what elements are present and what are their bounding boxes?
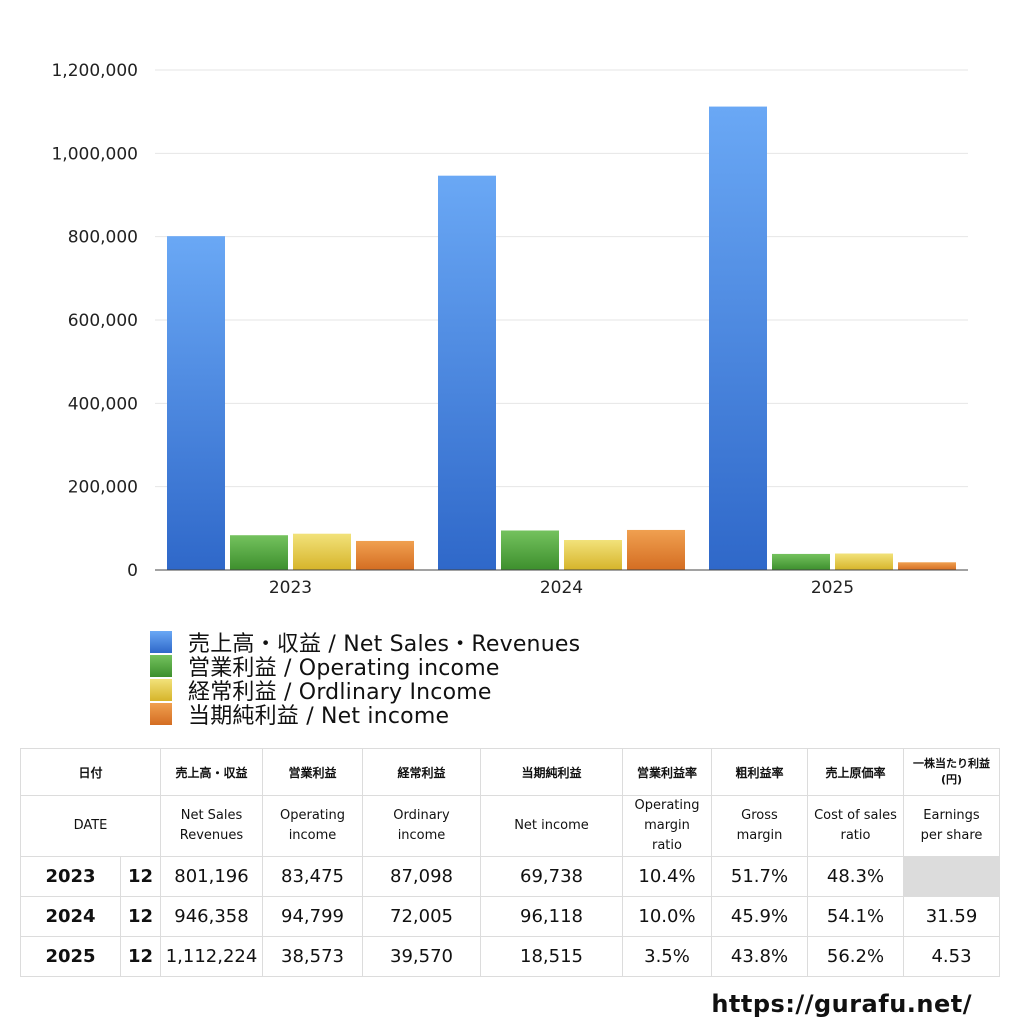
header-op-margin-en-text: Operating margin ratio — [634, 798, 700, 853]
cell-ordinary: 39,570 — [362, 936, 481, 977]
header-date-jp: 日付 — [20, 748, 161, 796]
cell-sales: 946,358 — [160, 896, 263, 937]
y-tick-label: 1,000,000 — [51, 144, 138, 164]
header-row-jp: 日付 売上高・収益 営業利益 経常利益 当期純利益 営業利益率 粗利益率 売上原… — [20, 748, 1000, 796]
cell-cost-ratio: 48.3% — [807, 856, 904, 897]
bar-ordinary-income — [564, 539, 622, 570]
cell-net: 96,118 — [480, 896, 623, 937]
header-sales-en-text: Net Sales Revenues — [179, 808, 244, 843]
table-row: 2024 12 946,358 94,799 72,005 96,118 10.… — [20, 896, 1000, 937]
bar-operating-income — [772, 553, 830, 570]
bar-net-income — [627, 529, 685, 570]
header-ordinary-en: Ordinary income — [362, 795, 481, 857]
cell-operating: 83,475 — [262, 856, 363, 897]
cell-gross-margin: 43.8% — [711, 936, 808, 977]
header-gross-margin-en: Gross margin — [711, 795, 808, 857]
legend-label-net: 当期純利益 / Net income — [188, 704, 450, 729]
cell-eps: 31.59 — [903, 896, 1000, 937]
x-tick-label: 2025 — [811, 578, 854, 598]
chart-legend: 売上高・収益 / Net Sales・Revenues 営業利益 / Opera… — [150, 630, 580, 729]
legend-swatch-operating — [150, 655, 172, 677]
y-tick-label: 800,000 — [68, 228, 138, 248]
row-year: 2023 — [20, 856, 121, 897]
bar-sales — [438, 175, 496, 570]
header-sales-en: Net Sales Revenues — [160, 795, 263, 857]
header-ordinary-en-text: Ordinary income — [393, 808, 450, 843]
y-tick-label: 400,000 — [68, 394, 138, 414]
row-month: 12 — [120, 936, 161, 977]
cell-op-margin: 10.0% — [622, 896, 712, 937]
bar-net-income — [898, 562, 956, 570]
legend-swatch-net — [150, 703, 172, 725]
cell-eps — [903, 856, 1000, 897]
bar-ordinary-income — [293, 533, 351, 570]
table-row: 2023 12 801,196 83,475 87,098 69,738 10.… — [20, 856, 1000, 897]
header-net-jp: 当期純利益 — [480, 748, 623, 796]
header-operating-jp: 営業利益 — [262, 748, 363, 796]
legend-label-operating: 営業利益 / Operating income — [188, 656, 500, 681]
legend-label-sales: 売上高・収益 / Net Sales・Revenues — [188, 632, 581, 657]
header-date-en: DATE — [20, 795, 161, 857]
bar-ordinary-income — [835, 553, 893, 570]
cell-cost-ratio: 54.1% — [807, 896, 904, 937]
y-tick-label: 200,000 — [68, 478, 138, 498]
cell-op-margin: 10.4% — [622, 856, 712, 897]
header-cost-ratio-jp: 売上原価率 — [807, 748, 904, 796]
cell-op-margin: 3.5% — [622, 936, 712, 977]
legend-label-ordinary: 経常利益 / Ordlinary Income — [188, 680, 492, 705]
y-tick-label: 0 — [127, 561, 138, 581]
header-cost-ratio-en-text: Cost of sales ratio — [814, 808, 897, 843]
header-sales-jp: 売上高・収益 — [160, 748, 263, 796]
header-op-margin-jp: 営業利益率 — [622, 748, 712, 796]
cell-net: 18,515 — [480, 936, 623, 977]
cell-sales: 1,112,224 — [160, 936, 263, 977]
legend-item-operating: 営業利益 / Operating income — [150, 654, 580, 681]
bar-operating-income — [230, 535, 288, 570]
header-eps-jp: 一株当たり利益 (円) — [903, 748, 1000, 796]
row-year: 2024 — [20, 896, 121, 937]
legend-swatch-ordinary — [150, 679, 172, 701]
cell-operating: 94,799 — [262, 896, 363, 937]
cell-gross-margin: 51.7% — [711, 856, 808, 897]
bar-sales — [167, 236, 225, 570]
legend-item-net: 当期純利益 / Net income — [150, 702, 580, 729]
header-ordinary-jp: 経常利益 — [362, 748, 481, 796]
bar-net-income — [356, 540, 414, 570]
bar-sales — [709, 106, 767, 570]
x-tick-label: 2024 — [540, 578, 583, 598]
cell-sales: 801,196 — [160, 856, 263, 897]
y-tick-label: 600,000 — [68, 311, 138, 331]
header-operating-en-text: Operating income — [280, 808, 345, 843]
cell-ordinary: 72,005 — [362, 896, 481, 937]
x-tick-label: 2023 — [269, 578, 312, 598]
legend-item-sales: 売上高・収益 / Net Sales・Revenues — [150, 630, 580, 657]
header-gross-margin-jp: 粗利益率 — [711, 748, 808, 796]
header-op-margin-en: Operating margin ratio — [622, 795, 712, 857]
table-row: 2025 12 1,112,224 38,573 39,570 18,515 3… — [20, 936, 1000, 977]
header-gross-margin-en-text: Gross margin — [736, 808, 783, 843]
bar-chart: 0 200,000 400,000 600,000 800,000 1,000,000 1,… — [51, 61, 968, 598]
cell-ordinary: 87,098 — [362, 856, 481, 897]
header-net-en: Net income — [480, 795, 623, 857]
site-url[interactable]: https://gurafu.net/ — [711, 990, 972, 1018]
header-cost-ratio-en: Cost of sales ratio — [807, 795, 904, 857]
y-tick-label: 1,200,000 — [51, 61, 138, 81]
header-eps-en-text: Earnings per share — [920, 808, 983, 843]
cell-eps: 4.53 — [903, 936, 1000, 977]
cell-gross-margin: 45.9% — [711, 896, 808, 937]
financial-table: 日付 売上高・収益 営業利益 経常利益 当期純利益 営業利益率 粗利益率 売上原… — [20, 748, 1000, 977]
header-row-en: DATE Net Sales Revenues Operating income… — [20, 795, 1000, 857]
row-year: 2025 — [20, 936, 121, 977]
cell-cost-ratio: 56.2% — [807, 936, 904, 977]
legend-item-ordinary: 経常利益 / Ordlinary Income — [150, 678, 580, 705]
row-month: 12 — [120, 896, 161, 937]
bar-operating-income — [501, 530, 559, 570]
cell-operating: 38,573 — [262, 936, 363, 977]
legend-swatch-sales — [150, 631, 172, 653]
cell-net: 69,738 — [480, 856, 623, 897]
header-eps-en: Earnings per share — [903, 795, 1000, 857]
row-month: 12 — [120, 856, 161, 897]
header-operating-en: Operating income — [262, 795, 363, 857]
